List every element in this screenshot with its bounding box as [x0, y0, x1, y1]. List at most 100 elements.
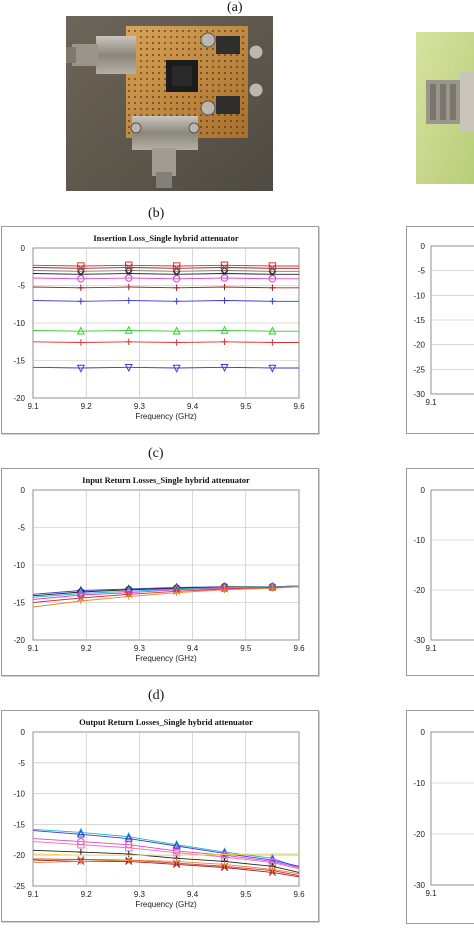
data-point-5	[268, 275, 277, 283]
data-point-5	[172, 275, 181, 283]
data-point-6	[125, 593, 132, 600]
y-tick-label: 0	[421, 486, 426, 495]
y-tick-label: 0	[421, 242, 426, 251]
data-point-9	[221, 338, 228, 345]
y-tick-label: -10	[413, 779, 425, 788]
y-tick-label: 0	[21, 244, 26, 253]
right-partial-plot-2: 0 -10 -20 -309.1	[413, 486, 474, 653]
data-point-7	[269, 298, 276, 305]
data-point-1	[125, 261, 133, 269]
partial-plot-area	[430, 731, 474, 886]
input-return-loss-plot: Input Return Losses_Single hybrid attenu…	[13, 475, 305, 663]
y-tick-label: -15	[13, 820, 25, 829]
chart-title: Output Return Losses_Single hybrid atten…	[79, 717, 253, 727]
y-tick-label: -10	[413, 536, 425, 545]
panel-label-c: (c)	[148, 446, 164, 461]
x-tick-label: 9.4	[187, 890, 199, 899]
y-tick-label: 0	[421, 728, 426, 737]
data-point-5	[125, 850, 132, 858]
x-tick-label: 9.6	[293, 890, 305, 899]
x-tick-label: 9.6	[293, 402, 305, 411]
output-return-loss-plot: Output Return Losses_Single hybrid atten…	[13, 717, 305, 909]
x-tick-label: 9.1	[27, 890, 39, 899]
x-tick-label: 9.1	[27, 644, 39, 653]
data-point-9	[269, 866, 276, 873]
y-tick-label: -30	[413, 636, 425, 645]
x-tick-label: 9.5	[240, 402, 252, 411]
y-tick-label: -10	[13, 790, 25, 799]
y-tick-label: -20	[413, 341, 425, 350]
data-point-9	[269, 339, 276, 346]
y-tick-label: -30	[413, 881, 425, 890]
y-tick-label: -30	[413, 390, 425, 399]
data-point-7	[125, 297, 132, 304]
data-point-10	[268, 364, 277, 373]
x-tick-label: 9.3	[134, 402, 146, 411]
x-tick-label: 9.5	[240, 890, 252, 899]
x-axis-label: Frequency (GHz)	[135, 900, 197, 909]
x-tick-label: 9.4	[187, 644, 199, 653]
x-tick-label: 9.2	[81, 644, 93, 653]
data-point-8	[124, 325, 133, 334]
right-partial-chart-1: 0 -5 -10 -15 -20 -25 -30 9.1	[406, 226, 474, 434]
series-line-3	[33, 270, 299, 272]
y-tick-label: -20	[413, 830, 425, 839]
data-point-1	[172, 262, 181, 270]
right-partial-chart-3: 0 -10 -20 -30 9.1	[406, 710, 474, 924]
x-tick-label: 9.1	[425, 889, 437, 898]
series-line-5	[33, 277, 299, 280]
data-point-3	[76, 588, 85, 597]
insertion-loss-chart: Insertion Loss_Single hybrid attenuator 9…	[1, 226, 319, 434]
x-tick-label: 9.2	[81, 402, 93, 411]
panel-label-d: (d)	[148, 688, 165, 703]
data-point-5	[77, 848, 85, 856]
y-tick-label: -5	[18, 759, 26, 768]
data-point-5	[220, 274, 229, 282]
series-group	[33, 261, 299, 373]
series-group	[33, 827, 299, 878]
data-point-6	[77, 597, 85, 605]
series-line-4	[33, 841, 299, 870]
data-point-8	[76, 326, 85, 335]
data-point-1	[220, 261, 229, 269]
y-tick-label: -5	[18, 282, 26, 291]
series-group	[33, 581, 299, 608]
y-tick-label: -15	[13, 357, 25, 366]
x-tick-label: 9.1	[27, 402, 39, 411]
data-point-6	[269, 284, 276, 291]
data-point-1	[77, 262, 85, 270]
data-point-5	[125, 274, 133, 282]
data-point-1	[124, 831, 133, 840]
partial-plot-area	[430, 489, 474, 641]
data-point-5	[77, 275, 85, 283]
insertion-loss-plot: Insertion Loss_Single hybrid attenuator 9…	[13, 233, 305, 421]
attenuator-connector-photo	[416, 32, 474, 184]
data-point-1	[268, 262, 277, 270]
data-point-9	[125, 338, 132, 345]
data-point-1	[76, 827, 85, 836]
panel-label-a: (a)	[227, 0, 243, 15]
y-tick-label: -5	[18, 524, 26, 533]
data-point-7	[221, 297, 228, 304]
series-line-8	[33, 330, 299, 332]
x-axis-label: Frequency (GHz)	[135, 412, 197, 421]
series-line-6	[33, 853, 299, 856]
y-tick-label: 0	[21, 486, 26, 495]
y-tick-label: 0	[21, 728, 26, 737]
y-tick-label: -20	[413, 586, 425, 595]
data-point-10	[124, 364, 133, 373]
y-tick-label: -20	[13, 851, 25, 860]
x-axis-label: Frequency (GHz)	[135, 654, 197, 663]
data-point-6	[221, 586, 228, 593]
chart-title: Input Return Losses_Single hybrid attenu…	[82, 475, 250, 485]
data-point-6	[269, 585, 276, 592]
data-point-6	[173, 589, 180, 596]
series-line-10	[33, 366, 299, 369]
x-tick-label: 9.1	[425, 644, 437, 653]
x-tick-label: 9.3	[134, 890, 146, 899]
y-tick-label: -15	[413, 316, 425, 325]
data-point-9	[77, 858, 85, 865]
x-tick-label: 9.1	[425, 398, 437, 407]
data-point-8	[172, 326, 181, 335]
x-tick-label: 9.6	[293, 644, 305, 653]
